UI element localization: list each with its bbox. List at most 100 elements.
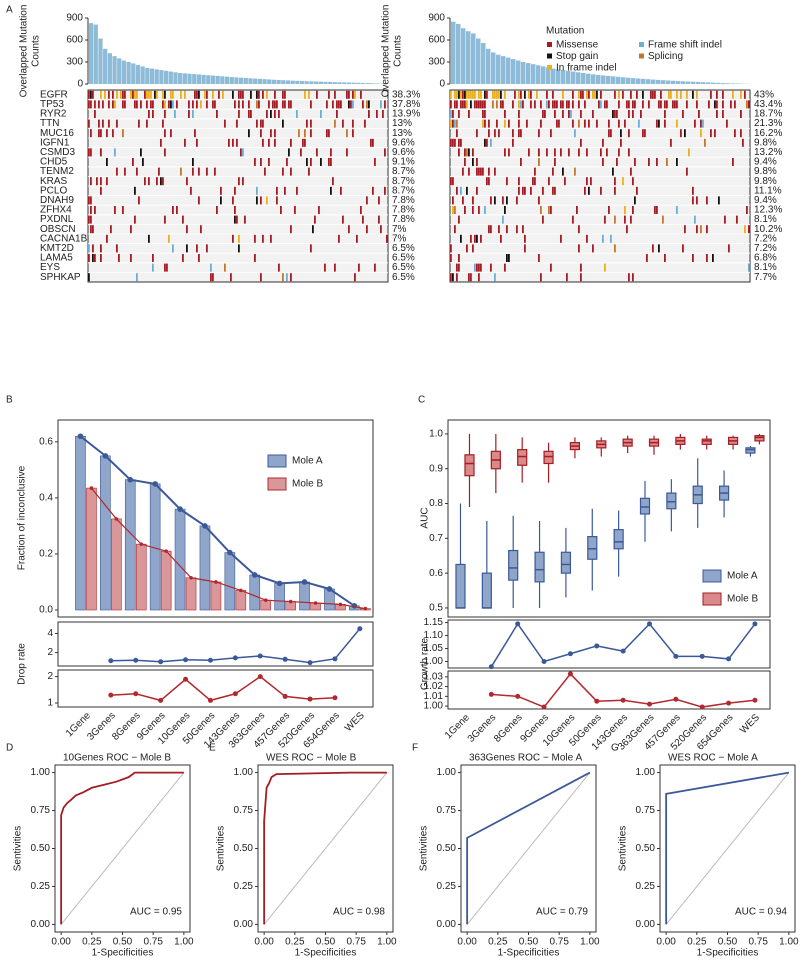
mutation-cell bbox=[494, 90, 496, 99]
count-bar bbox=[253, 78, 258, 84]
mutation-cell bbox=[722, 100, 724, 109]
mutation-cell bbox=[530, 186, 532, 195]
mutation-cell bbox=[632, 206, 634, 214]
mutation-cell bbox=[188, 100, 190, 109]
mutation-cell bbox=[536, 90, 538, 99]
mutation-cell bbox=[476, 158, 478, 166]
point bbox=[726, 700, 732, 706]
count-bar bbox=[626, 77, 631, 84]
gene-label: RYR2 bbox=[40, 109, 67, 120]
mutation-cell bbox=[220, 196, 222, 205]
count-bar bbox=[531, 64, 536, 84]
mutation-cell bbox=[140, 148, 142, 157]
count-bar bbox=[187, 73, 192, 84]
mutation-cell bbox=[484, 110, 486, 118]
mutation-cell bbox=[478, 90, 480, 99]
mutation-cell bbox=[90, 90, 92, 99]
mutation-cell bbox=[580, 138, 582, 147]
mutation-cell bbox=[284, 100, 286, 109]
mutation-cell bbox=[152, 100, 154, 109]
mutation-cell bbox=[454, 138, 456, 147]
mutation-cell bbox=[140, 100, 142, 109]
y-tick-label: 1.01 bbox=[424, 691, 444, 702]
mutation-cell bbox=[484, 90, 486, 99]
mutation-cell bbox=[612, 167, 614, 176]
mutation-cell bbox=[198, 196, 200, 205]
mutation-cell bbox=[146, 119, 148, 128]
y-tick-label: 0 bbox=[77, 79, 83, 90]
mutation-cell bbox=[254, 158, 256, 166]
mutation-cell bbox=[466, 148, 468, 157]
mutation-cell bbox=[548, 100, 550, 109]
mutation-cell bbox=[360, 206, 362, 214]
mutation-cell bbox=[148, 234, 150, 243]
mutation-cell bbox=[112, 100, 114, 109]
mutation-cell bbox=[196, 90, 198, 99]
mutation-cell bbox=[574, 129, 576, 138]
mutation-cell bbox=[640, 110, 642, 118]
mutation-cell bbox=[90, 148, 92, 157]
mutation-cell bbox=[234, 215, 236, 224]
percent-label: 12.3% bbox=[754, 205, 782, 216]
mutation-cell bbox=[588, 90, 590, 99]
mutation-cell bbox=[534, 100, 536, 109]
mutation-cell bbox=[316, 148, 318, 157]
mutation-cell bbox=[272, 100, 274, 109]
mutation-cell bbox=[664, 119, 666, 128]
mutation-cell bbox=[260, 119, 262, 128]
mutation-cell bbox=[258, 90, 260, 99]
x-tick-label: 0.25 bbox=[488, 937, 508, 948]
mutation-cell bbox=[376, 110, 378, 118]
legend-swatch bbox=[267, 477, 287, 491]
mutation-cell bbox=[310, 244, 312, 253]
gene-label: CHD5 bbox=[40, 157, 68, 168]
count-bar bbox=[135, 64, 141, 84]
y-tick-label: 0.25 bbox=[234, 881, 254, 892]
mutation-cell bbox=[554, 100, 556, 109]
percent-label: 7% bbox=[392, 233, 407, 244]
mutation-cell bbox=[308, 167, 310, 176]
mutation-cell bbox=[224, 263, 226, 272]
point bbox=[620, 648, 626, 654]
mutation-cell bbox=[588, 186, 590, 195]
box bbox=[534, 551, 545, 583]
mutation-cell bbox=[504, 90, 506, 99]
count-bar bbox=[526, 63, 531, 84]
mutation-cell bbox=[348, 225, 350, 234]
mutation-cell bbox=[136, 100, 138, 109]
percent-label: 7.8% bbox=[392, 205, 415, 216]
mutation-cell bbox=[594, 90, 596, 99]
mutation-cell bbox=[464, 100, 466, 109]
point bbox=[282, 693, 288, 699]
y-tick-label: 1.00 bbox=[234, 767, 254, 778]
gene-label: ZFHX4 bbox=[40, 205, 72, 216]
mutation-cell bbox=[494, 273, 496, 282]
y-axis-label: Overlapped Mutation bbox=[381, 5, 392, 98]
mutation-cell bbox=[290, 167, 292, 176]
mutation-cell bbox=[130, 225, 132, 234]
mutation-cell bbox=[122, 206, 124, 214]
mutation-cell bbox=[538, 158, 540, 166]
panel-letter: F bbox=[412, 743, 418, 754]
mutation-cell bbox=[450, 254, 452, 262]
plot-frame bbox=[57, 621, 374, 667]
mutation-cell bbox=[450, 138, 452, 147]
reference-diagonal bbox=[60, 772, 185, 925]
mutation-cell bbox=[656, 206, 658, 214]
mutation-cell bbox=[206, 90, 208, 99]
mutation-cell bbox=[456, 129, 458, 138]
y-axis-label: Sentivities bbox=[419, 826, 430, 872]
mutation-cell bbox=[648, 100, 650, 109]
mutation-cell bbox=[484, 138, 486, 147]
mutation-cell bbox=[504, 110, 506, 118]
mutation-cell bbox=[618, 100, 620, 109]
mutation-cell bbox=[138, 196, 140, 205]
y-tick-label: 0.75 bbox=[437, 805, 457, 816]
mutation-cell bbox=[158, 167, 160, 176]
mutation-cell bbox=[474, 263, 476, 272]
mutation-cell bbox=[694, 119, 696, 128]
count-bar bbox=[112, 56, 117, 84]
mutation-cell bbox=[212, 100, 214, 109]
mutation-cell bbox=[274, 138, 276, 147]
count-bar bbox=[206, 75, 211, 84]
